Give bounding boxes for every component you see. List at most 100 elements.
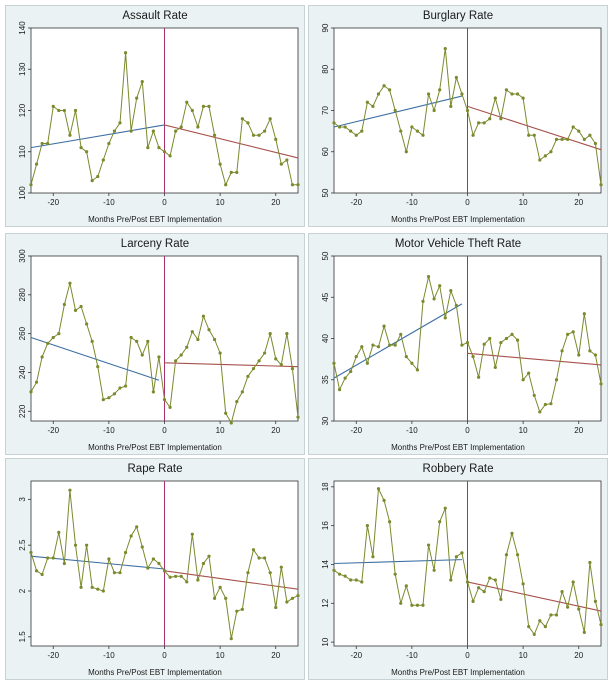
x-tick-label: 0 (162, 426, 167, 435)
data-point (337, 125, 342, 129)
data-point (432, 568, 436, 572)
data-point (438, 520, 442, 524)
data-point (415, 603, 420, 607)
data-point (337, 388, 342, 392)
data-point (212, 337, 217, 342)
chart-title: Assault Rate (122, 10, 188, 22)
x-axis-label: Months Pre/Post EBT Implementation (391, 443, 525, 452)
data-point (157, 561, 161, 566)
x-tick-label: -20 (47, 651, 59, 660)
data-point (527, 371, 531, 375)
data-point (68, 133, 72, 137)
data-point (290, 596, 295, 600)
data-point (371, 343, 375, 347)
data-point (279, 565, 283, 569)
data-point (73, 108, 78, 113)
data-point (560, 590, 564, 594)
data-point (504, 336, 509, 341)
data-point (488, 117, 492, 121)
data-point (577, 607, 581, 611)
data-point (349, 129, 353, 133)
data-point (290, 366, 295, 371)
data-point (51, 556, 55, 560)
data-point (263, 351, 267, 355)
data-point (251, 366, 256, 371)
x-tick-label: 10 (216, 198, 225, 207)
data-point (415, 129, 420, 133)
data-point (90, 585, 94, 589)
x-tick-label: 0 (465, 426, 470, 435)
data-point (263, 556, 267, 560)
data-point (426, 92, 431, 96)
post-fit-line (467, 352, 602, 366)
y-tick-label: 50 (321, 188, 330, 197)
data-point (443, 316, 447, 320)
data-point (112, 129, 117, 133)
data-point (471, 599, 475, 603)
data-point (426, 543, 431, 547)
data-point (549, 613, 553, 617)
data-point (62, 302, 66, 307)
data-point (360, 345, 364, 349)
y-tick-label: 220 (18, 404, 27, 418)
data-point (201, 104, 206, 108)
data-point (235, 609, 239, 613)
data-point (443, 506, 447, 510)
data-point (62, 561, 66, 566)
y-tick-label: 120 (18, 103, 27, 117)
data-point (504, 88, 509, 92)
data-point (268, 332, 272, 336)
data-point (465, 580, 470, 584)
pre-fit-line (333, 559, 462, 565)
data-point (588, 133, 592, 137)
y-tick-label: 80 (321, 64, 330, 73)
x-tick-label: 20 (271, 198, 280, 207)
data-point (96, 365, 100, 369)
data-point (229, 637, 233, 641)
data-point (337, 572, 342, 576)
data-point (532, 393, 536, 398)
x-axis-label: Months Pre/Post EBT Implementation (88, 215, 222, 224)
data-point (332, 568, 336, 572)
x-tick-label: -20 (47, 198, 59, 207)
data-point (404, 355, 408, 359)
data-point (393, 572, 397, 576)
data-point (571, 330, 575, 334)
data-point (332, 361, 336, 365)
data-point (190, 108, 194, 113)
chart-panel-4: Motor Vehicle Theft Rate Months Pre/Post … (308, 233, 608, 455)
data-point (388, 343, 392, 347)
data-point (404, 150, 408, 154)
x-tick-label: 20 (271, 651, 280, 660)
data-point (257, 359, 261, 363)
x-tick-label: 20 (574, 651, 583, 660)
data-point (515, 92, 520, 96)
data-point (107, 396, 111, 400)
y-tick-label: 60 (321, 147, 330, 156)
data-point (185, 345, 189, 349)
data-point (499, 117, 503, 121)
data-point (432, 108, 436, 113)
data-point (118, 121, 122, 125)
data-point (421, 603, 425, 607)
data-point (410, 125, 414, 129)
data-point (129, 534, 133, 538)
data-point (268, 571, 272, 575)
data-point (196, 578, 200, 582)
data-point (68, 281, 72, 285)
data-point (51, 335, 55, 340)
data-point (593, 353, 598, 357)
y-tick-label: 35 (321, 375, 330, 384)
data-point (190, 532, 194, 536)
data-point (571, 125, 575, 129)
data-point (185, 580, 189, 584)
data-point (376, 487, 381, 491)
data-point (599, 382, 603, 386)
data-point (566, 137, 570, 141)
data-point (410, 603, 414, 607)
data-point (51, 104, 55, 108)
data-point (46, 556, 50, 560)
data-point (588, 560, 592, 565)
chart-title: Motor Vehicle Theft Rate (394, 238, 522, 250)
data-point (218, 585, 222, 589)
